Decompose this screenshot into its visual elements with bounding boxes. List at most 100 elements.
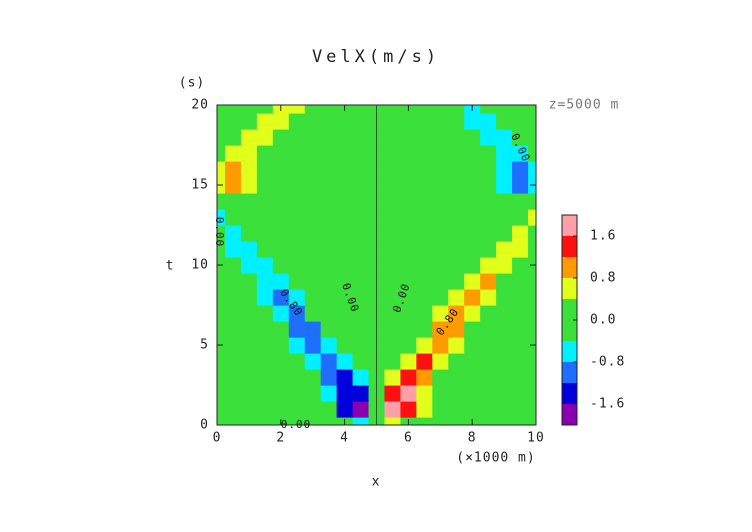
contour-label: 0.00 — [213, 217, 226, 248]
contour-cell — [400, 401, 417, 418]
contour-cell — [288, 337, 306, 354]
contour-cell — [256, 129, 274, 146]
contour-cell — [217, 385, 226, 402]
colorbar-swatch — [562, 278, 577, 299]
contour-cell — [416, 305, 433, 322]
contour-cell — [304, 129, 322, 146]
contour-cell — [448, 305, 465, 322]
contour-cell — [336, 145, 354, 162]
contour-cell — [448, 209, 465, 226]
contour-cell — [240, 321, 258, 338]
contour-cell — [336, 273, 354, 290]
colorbar-swatch — [562, 362, 577, 383]
contour-cell — [336, 385, 354, 402]
contour-cell — [224, 145, 242, 162]
contour-cell — [496, 401, 513, 418]
contour-cell — [384, 129, 402, 146]
contour-cell — [448, 129, 465, 146]
contour-cell — [336, 369, 354, 386]
contour-cell — [496, 257, 513, 274]
contour-cell — [496, 105, 513, 114]
contour-cell — [496, 417, 513, 425]
contour-cell — [320, 113, 338, 130]
contour-cell — [448, 417, 465, 425]
contour-cell — [432, 401, 449, 418]
contour-cell — [480, 401, 497, 418]
contour-cell — [416, 369, 433, 386]
contour-cell — [224, 289, 242, 306]
contour-cell — [224, 241, 242, 258]
contour-cell — [496, 161, 513, 178]
contour-cell — [400, 113, 417, 130]
contour-cell — [256, 401, 274, 418]
contour-cell — [320, 321, 338, 338]
contour-cell — [528, 105, 536, 114]
contour-cell — [336, 241, 354, 258]
colorbar-label: -1.6 — [590, 397, 625, 412]
colorbar-swatch — [562, 404, 577, 425]
contour-cell — [496, 177, 513, 194]
contour-cell — [288, 353, 306, 370]
contour-cell — [352, 289, 370, 306]
contour-cell — [272, 145, 290, 162]
contour-cell — [288, 385, 306, 402]
contour-cell — [304, 273, 322, 290]
contour-cell — [288, 305, 306, 322]
contour-cell — [400, 337, 417, 354]
contour-cell — [464, 289, 481, 306]
contour-cell — [512, 289, 529, 306]
contour-cell — [304, 257, 322, 274]
contour-cell — [224, 353, 242, 370]
contour-cell — [288, 193, 306, 210]
contour-cell — [464, 385, 481, 402]
contour-cell — [528, 369, 536, 386]
contour-cell — [304, 337, 322, 354]
contour-cell — [448, 225, 465, 242]
contour-cell — [336, 337, 354, 354]
contour-cell — [272, 273, 290, 290]
contour-cell — [480, 385, 497, 402]
contour-cell — [320, 105, 338, 114]
x-tick-label: 10 — [527, 431, 545, 446]
contour-cell — [272, 177, 290, 194]
contour-cell — [512, 145, 529, 162]
contour-cell — [400, 353, 417, 370]
contour-cell — [528, 129, 536, 146]
contour-cell — [336, 209, 354, 226]
contour-cell — [464, 305, 481, 322]
contour-cell — [224, 401, 242, 418]
contour-cell — [512, 193, 529, 210]
contour-cell — [512, 225, 529, 242]
contour-cell — [304, 417, 322, 425]
contour-cell — [480, 209, 497, 226]
contour-cell — [256, 305, 274, 322]
contour-cell — [320, 161, 338, 178]
contour-cell — [288, 369, 306, 386]
contour-cell — [496, 113, 513, 130]
contour-cell — [304, 161, 322, 178]
contour-cell — [480, 241, 497, 258]
contour-cell — [288, 209, 306, 226]
contour-cell — [256, 145, 274, 162]
contour-cell — [528, 417, 536, 425]
colorbar-swatch — [562, 236, 577, 257]
contour-cell — [240, 113, 258, 130]
contour-cell — [256, 337, 274, 354]
contour-cell — [528, 289, 536, 306]
contour-cell — [217, 129, 226, 146]
contour-cell — [256, 241, 274, 258]
contour-cell — [512, 401, 529, 418]
x-tick-label: 2 — [276, 431, 285, 446]
contour-cell — [288, 177, 306, 194]
contour-cell — [432, 353, 449, 370]
contour-cell — [528, 209, 536, 226]
contour-cell — [448, 273, 465, 290]
contour-cell — [288, 113, 306, 130]
contour-cell — [496, 385, 513, 402]
contour-cell — [240, 225, 258, 242]
colorbar-label: -0.8 — [590, 355, 625, 370]
contour-cell — [416, 145, 433, 162]
x-tick-label: 8 — [468, 431, 477, 446]
contour-cell — [448, 241, 465, 258]
contour-cell — [528, 385, 536, 402]
